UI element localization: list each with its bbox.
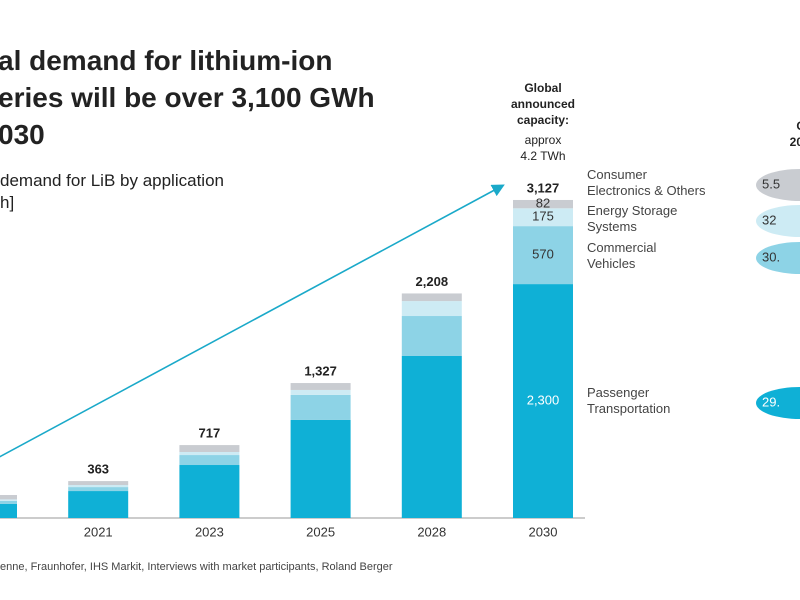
bar-segment [179, 445, 240, 452]
bar-segment [513, 199, 573, 209]
total-label: 1,327 [304, 363, 337, 378]
total-label: 3,127 [527, 180, 560, 195]
cagr-bubble [756, 387, 800, 419]
x-tick-label: 2030 [529, 524, 558, 539]
x-tick-label: 2023 [195, 524, 224, 539]
bar-segment [0, 503, 17, 518]
total-label: 2,208 [416, 274, 449, 289]
annotation-text: approx 4.2 TWh [520, 133, 566, 163]
x-tick-label: 2025 [306, 524, 335, 539]
legend-label: Passenger Transportation [587, 385, 671, 416]
bar-segment [68, 485, 129, 488]
cagr-label: 30. [762, 249, 780, 264]
bar-segment [290, 419, 351, 518]
cagr-bubble [756, 242, 800, 274]
title: al demand for lithium-ion eries will be … [0, 45, 375, 150]
bar-segment [0, 500, 17, 504]
cagr-label: 5.5 [762, 176, 780, 191]
legend-label: Commercial Vehicles [587, 240, 657, 271]
total-label: 363 [87, 462, 109, 477]
bar-segment [401, 301, 462, 317]
cagr-bubble [756, 205, 800, 237]
bar-segment [513, 226, 573, 285]
bar-segment [513, 208, 573, 227]
cagr-bubble [756, 169, 800, 201]
bar-segment [290, 383, 351, 390]
data-label: 175 [532, 209, 554, 224]
trend-arrow [0, 184, 505, 458]
bar-segment [179, 465, 240, 518]
bar-segment [0, 499, 17, 501]
x-tick-label: 2021 [84, 524, 113, 539]
bar-segment [179, 451, 240, 456]
legend-label: Consumer Electronics & Others [587, 167, 706, 198]
cagr-label: 32 [762, 212, 776, 227]
bar-segment [68, 481, 129, 486]
bar-segment [513, 284, 573, 518]
subtitle: demand for LiB by application h] [0, 171, 224, 212]
data-label: 2,300 [527, 392, 560, 407]
bar-segment [179, 455, 240, 466]
bar-segment [401, 293, 462, 302]
source: enne, Fraunhofer, IHS Markit, Interviews… [0, 561, 393, 573]
bar-segment [0, 495, 17, 500]
annotation-heading: Global announced capacity: [510, 81, 575, 127]
bar-segment [401, 316, 462, 356]
total-label: 717 [199, 426, 221, 441]
bar-segment [68, 491, 129, 518]
legend-label: Energy Storage Systems [587, 203, 678, 234]
cagr-heading: CA 2019- [789, 119, 800, 149]
bar-segment [68, 487, 129, 492]
x-tick-label: 2028 [417, 524, 446, 539]
bar-segment [290, 389, 351, 395]
data-label: 570 [532, 247, 554, 262]
bar-segment [401, 355, 462, 518]
bar-segment [290, 394, 351, 420]
data-label: 82 [536, 196, 550, 211]
cagr-label: 29. [762, 394, 780, 409]
